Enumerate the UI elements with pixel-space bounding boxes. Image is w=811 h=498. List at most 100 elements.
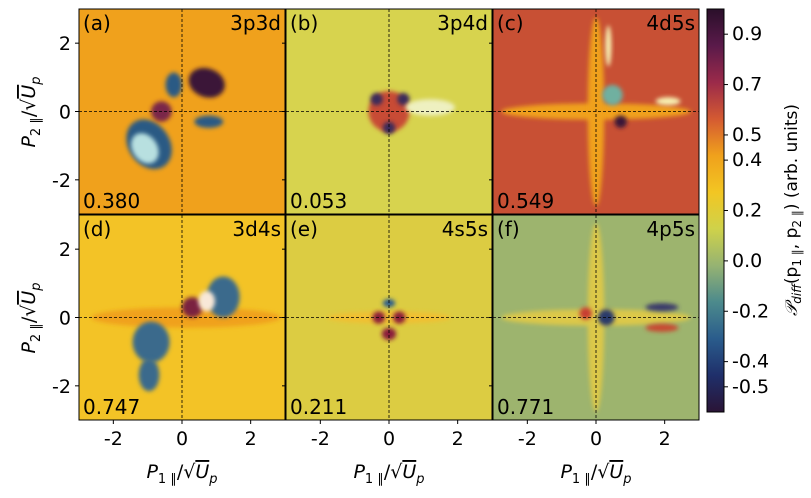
colorbar-tick-label: -0.5 xyxy=(732,376,769,398)
svg-text:P2 ∥/√Up: P2 ∥/√Up xyxy=(18,282,44,353)
distribution-feature xyxy=(598,309,615,326)
distribution-feature xyxy=(206,276,240,318)
colorbar-tick-label: 0.0 xyxy=(732,250,762,272)
panel-value: 0.549 xyxy=(497,189,554,213)
x-label-main: P xyxy=(146,461,158,483)
x-tick-label: 2 xyxy=(245,428,257,450)
y-label-main: P xyxy=(18,342,40,354)
distribution-feature xyxy=(382,121,396,135)
distribution-feature xyxy=(131,133,159,164)
panel-letter: (e) xyxy=(290,217,318,241)
y-tick-label: 2 xyxy=(59,33,71,55)
y-label-sub: 2 ∥ xyxy=(29,323,44,342)
distribution-feature xyxy=(138,358,160,392)
colorbar-tick-label: -0.2 xyxy=(732,300,769,322)
distribution-feature xyxy=(132,321,170,363)
x-label-main: P xyxy=(560,461,572,483)
colorbar-label-arg1-sub: 1 ∥ xyxy=(790,249,804,266)
y-label-sub: 2 ∥ xyxy=(29,117,44,136)
colorbar-tick-label: 0.9 xyxy=(732,23,762,45)
y-label-denominator-sub: p xyxy=(29,76,44,85)
colorbar-label-arg2-sub: 2 ∥ xyxy=(790,210,804,227)
colorbar-label: 𝒫diff(p1 ∥, p2 ∥) (arb. units) xyxy=(782,104,804,316)
x-tick-label: 0 xyxy=(590,428,602,450)
colorbar-ticks: 0.9 0.7 0.5 0.4 0.2 0.0 -0.2 -0.4 -0.5 xyxy=(706,8,769,413)
y-label-denominator-sub: p xyxy=(29,282,44,291)
distribution-feature xyxy=(405,99,455,116)
distribution-feature xyxy=(165,72,182,98)
distribution-feature xyxy=(381,327,397,341)
x-tick-label: -2 xyxy=(104,428,123,450)
x-axis-label-left: P1 ∥/√Up xyxy=(146,461,217,487)
x-label-slash: /√ xyxy=(591,461,610,483)
x-label-sub: 1 ∥ xyxy=(572,472,591,487)
x-label-denominator-sub: p xyxy=(208,472,217,487)
distribution-feature xyxy=(605,25,612,67)
colorbar-tick-label: 0.7 xyxy=(732,74,762,96)
x-axis-labels: P1 ∥/√Up P1 ∥/√Up P1 ∥/√Up xyxy=(146,461,631,487)
panel-letter: (c) xyxy=(497,11,524,35)
distribution-feature xyxy=(645,303,679,312)
panel-configuration: 4s5s xyxy=(442,217,488,241)
colorbar-label-open: (p xyxy=(782,267,802,284)
distribution-feature xyxy=(397,93,410,106)
x-tick-label: -2 xyxy=(311,428,330,450)
panel-e: (e) 4s5s 0.211 -2 0 2 xyxy=(282,214,493,450)
colorbar-bar xyxy=(707,9,724,412)
y-label-slash: /√ xyxy=(18,98,40,117)
panel-value: 0.211 xyxy=(290,395,347,419)
y-axis-label-top: P2 ∥/√Up xyxy=(18,76,44,147)
distribution-feature xyxy=(579,307,592,320)
distribution-feature xyxy=(182,297,203,318)
y-axis-label-bottom: P2 ∥/√Up xyxy=(18,282,44,353)
distribution-feature xyxy=(614,115,627,128)
y-label-main: P xyxy=(18,136,40,148)
colorbar: 0.9 0.7 0.5 0.4 0.2 0.0 -0.2 -0.4 -0.5 𝒫diff(p1 … xyxy=(706,8,804,413)
colorbar-label-suffix: ) (arb. units) xyxy=(782,104,802,210)
panel-value: 0.053 xyxy=(290,189,347,213)
panel-value: 0.747 xyxy=(83,395,140,419)
colorbar-tick-label: 0.5 xyxy=(732,124,762,146)
colorbar-frame xyxy=(706,8,725,413)
distribution-feature xyxy=(382,299,396,308)
panel-configuration: 4p5s xyxy=(646,217,695,241)
x-label-denominator-sub: p xyxy=(415,472,424,487)
x-tick-label: 2 xyxy=(659,428,671,450)
y-tick-label: -2 xyxy=(52,376,71,398)
x-tick-label: 0 xyxy=(383,428,395,450)
y-label-slash: /√ xyxy=(18,304,40,323)
distribution-feature xyxy=(602,84,623,106)
y-tick-label: 2 xyxy=(59,239,71,261)
panel-d: (d) 3d4s 0.747 -2 0 2 -2 0 2 xyxy=(52,214,286,450)
panel-b: (b) 3p4d 0.053 xyxy=(282,8,493,218)
distribution-feature xyxy=(198,290,215,312)
panel-features xyxy=(126,67,225,170)
y-label-denominator: U xyxy=(18,85,40,99)
panel-f: (f) 4p5s 0.771 -2 0 2 xyxy=(489,214,700,450)
colorbar-tick-label: -0.4 xyxy=(732,351,769,373)
panel-grid: (a) 3p3d 0.380 -2 0 2 (b) 3p4d 0.053 (c) 4d5s 0.549… xyxy=(52,8,700,450)
y-label-denominator: U xyxy=(18,291,40,305)
panel-letter: (b) xyxy=(290,11,318,35)
panel-letter: (d) xyxy=(83,217,111,241)
y-tick-label: -2 xyxy=(52,170,71,192)
panel-value: 0.380 xyxy=(83,189,140,213)
svg-text:P2 ∥/√Up: P2 ∥/√Up xyxy=(18,76,44,147)
panel-configuration: 3p4d xyxy=(437,11,488,35)
colorbar-label-comma: , p xyxy=(782,228,802,250)
panel-a: (a) 3p3d 0.380 -2 0 2 xyxy=(52,8,286,218)
colorbar-tick-label: 0.2 xyxy=(732,200,762,222)
x-axis-label-right: P1 ∥/√Up xyxy=(560,461,631,487)
colorbar-label-sub: diff xyxy=(790,283,804,304)
colorbar-tick-label: 0.4 xyxy=(732,149,762,171)
x-tick-label: 0 xyxy=(176,428,188,450)
y-tick-label: 0 xyxy=(59,308,71,330)
panel-configuration: 4d5s xyxy=(646,11,695,35)
x-tick-label: -2 xyxy=(518,428,537,450)
panel-letter: (f) xyxy=(497,217,520,241)
x-label-sub: 1 ∥ xyxy=(365,472,384,487)
distribution-feature xyxy=(645,323,679,332)
x-label-slash: /√ xyxy=(177,461,196,483)
y-tick-label: 0 xyxy=(59,102,71,124)
